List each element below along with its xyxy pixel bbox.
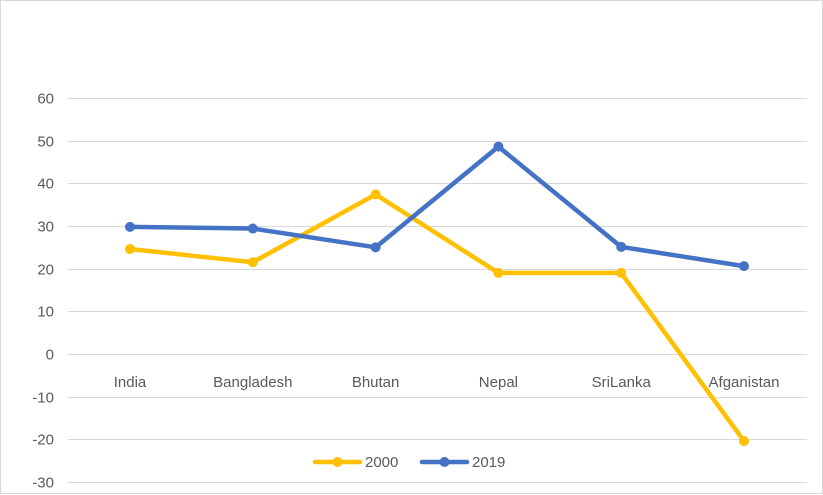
data-point-2019	[247, 223, 258, 234]
data-point-2019	[125, 221, 135, 232]
x-category-label: Bhutan	[352, 374, 400, 391]
x-axis-category-labels: India Bangladesh Bhutan Nepal SriLanka Afgani…	[114, 374, 780, 391]
data-point-2000	[370, 189, 381, 200]
data-point-2019	[616, 241, 627, 252]
y-tick-label: 10	[37, 304, 54, 321]
data-point-2019	[493, 141, 504, 152]
y-tick-label: 50	[37, 134, 54, 151]
x-category-label: India	[114, 374, 147, 391]
legend-swatch-marker-2019	[439, 457, 450, 467]
gridlines	[68, 98, 807, 483]
legend-label-2019: 2019	[472, 454, 505, 471]
legend: 2000 2019	[312, 454, 505, 471]
data-point-2019	[370, 242, 381, 253]
y-tick-label: 40	[37, 176, 54, 193]
y-tick-label: -10	[32, 390, 54, 407]
data-point-2000	[247, 257, 258, 268]
data-point-2019	[739, 261, 749, 272]
data-point-2000	[125, 244, 135, 255]
legend-swatch-marker-2000	[332, 457, 343, 467]
y-axis-tick-labels: 60 50 40 30 20 10 0 -10 -20 -30	[32, 91, 54, 492]
series-line-2000	[127, 192, 747, 444]
series-lines	[125, 141, 749, 447]
x-category-label: Afganistan	[709, 374, 780, 391]
data-point-2000	[616, 267, 627, 278]
y-tick-label: 0	[46, 347, 54, 364]
y-tick-label: 30	[37, 219, 54, 236]
x-category-label: Nepal	[479, 374, 518, 391]
series-line-2019	[127, 144, 747, 269]
y-tick-label: -20	[32, 432, 54, 449]
legend-label-2000: 2000	[365, 454, 398, 471]
x-category-label: SriLanka	[592, 374, 652, 391]
data-point-2000	[493, 267, 504, 278]
y-tick-label: 20	[37, 262, 54, 279]
data-point-2000	[739, 436, 749, 447]
y-tick-label: -30	[32, 475, 54, 492]
x-category-label: Bangladesh	[213, 374, 292, 391]
y-tick-label: 60	[37, 91, 54, 108]
